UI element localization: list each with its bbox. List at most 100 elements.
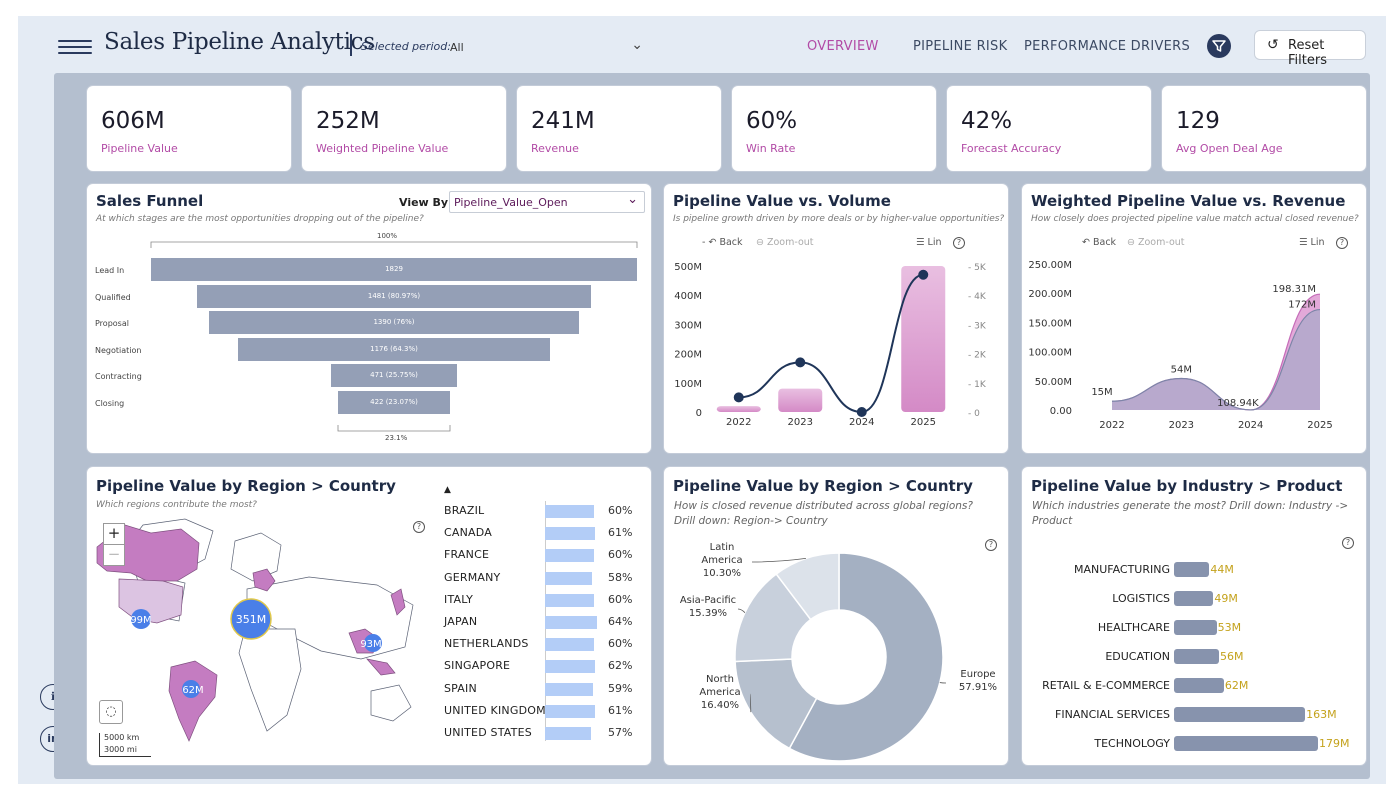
industry-label[interactable]: LOGISTICS xyxy=(1112,592,1170,605)
card-subtitle: At which stages are the most opportuniti… xyxy=(96,214,424,224)
industry-bar[interactable] xyxy=(1174,736,1318,751)
filter-button[interactable] xyxy=(1207,34,1231,58)
volume-bar[interactable] xyxy=(716,406,761,412)
back-button[interactable]: - ↶ Back xyxy=(702,237,743,248)
value-point[interactable] xyxy=(733,392,744,403)
help-icon[interactable]: ? xyxy=(1342,537,1354,549)
bubble-north-america-label: 99M xyxy=(130,615,151,626)
kpi-value: 252M xyxy=(316,108,380,134)
industry-value: 49M xyxy=(1214,592,1238,605)
industry-label[interactable]: HEALTHCARE xyxy=(1097,621,1170,634)
period-dropdown[interactable]: All ⌄ xyxy=(448,36,643,58)
industry-bar[interactable] xyxy=(1174,620,1217,635)
country-bar[interactable] xyxy=(545,727,592,740)
value-point[interactable] xyxy=(918,269,929,280)
kpi-forecast-accuracy: 42% Forecast Accuracy xyxy=(946,85,1152,172)
zoom-out-icon: ⊖ xyxy=(756,237,767,248)
help-icon[interactable]: ? xyxy=(413,521,425,533)
lasso-select-icon[interactable]: ◌ xyxy=(99,700,123,724)
industry-bar[interactable] xyxy=(1174,649,1220,664)
industry-bar[interactable] xyxy=(1174,591,1214,606)
back-button[interactable]: ↶ Back xyxy=(1082,237,1116,248)
help-icon[interactable]: ? xyxy=(1336,237,1348,249)
country-label[interactable]: GERMANY xyxy=(444,570,501,584)
donut-slice[interactable] xyxy=(788,552,944,762)
industry-label[interactable]: TECHNOLOGY xyxy=(1094,737,1170,750)
country-bar[interactable] xyxy=(545,660,596,674)
bubble-north-america[interactable] xyxy=(131,609,151,629)
industry-label[interactable]: EDUCATION xyxy=(1105,650,1170,663)
country-bar[interactable] xyxy=(545,571,593,585)
kpi-value: 42% xyxy=(961,108,1013,134)
country-bar[interactable] xyxy=(545,616,597,629)
tab-overview[interactable]: OVERVIEW xyxy=(807,39,879,54)
donut-leader-line xyxy=(749,693,752,713)
map-zoom-out-button[interactable]: − xyxy=(103,544,125,566)
donut-slice[interactable] xyxy=(775,552,840,621)
industry-bar[interactable] xyxy=(1174,678,1224,693)
value-point[interactable] xyxy=(795,357,806,368)
volume-bar[interactable] xyxy=(901,266,946,412)
country-label[interactable]: SINGAPORE xyxy=(444,659,511,673)
x-tick-label: 2025 xyxy=(911,417,936,428)
funnel-bar[interactable]: 1390 (76%) xyxy=(209,311,579,335)
industry-bar[interactable] xyxy=(1174,707,1306,722)
volume-bar[interactable] xyxy=(778,388,823,412)
industry-value: 62M xyxy=(1224,679,1249,692)
value-point[interactable] xyxy=(856,407,867,417)
bubble-latin-america[interactable] xyxy=(182,680,200,698)
lin-toggle[interactable]: ☰ Lin xyxy=(916,237,942,248)
funnel-bar[interactable]: 1176 (64.3%) xyxy=(237,337,551,361)
country-bar[interactable] xyxy=(545,505,594,518)
area-series-2[interactable] xyxy=(1112,309,1320,410)
country-label[interactable]: FRANCE xyxy=(444,548,490,562)
tab-performance-drivers[interactable]: PERFORMANCE DRIVERS xyxy=(1024,39,1191,54)
country-bar[interactable] xyxy=(545,638,594,652)
funnel-bar[interactable]: 1481 (80.97%) xyxy=(197,284,591,308)
filter-icon xyxy=(1212,40,1226,52)
country-label[interactable]: BRAZIL xyxy=(444,504,485,517)
funnel-bar[interactable]: 1829 xyxy=(151,258,637,281)
country-bar[interactable] xyxy=(545,593,594,607)
industry-label[interactable]: MANUFACTURING xyxy=(1073,563,1170,576)
menu-icon[interactable] xyxy=(58,40,92,54)
bubble-asia-pacific-label: 93M xyxy=(360,639,381,650)
donut-label: Latin xyxy=(710,542,735,553)
donut-label: Europe xyxy=(960,669,995,680)
tab-pipeline-risk[interactable]: PIPELINE RISK xyxy=(913,39,1008,54)
region-donut-chart[interactable]: Europe 57.91% North America 16.40% Asia-Pacif… xyxy=(664,527,1009,763)
help-icon[interactable]: ? xyxy=(953,237,965,249)
funnel-bar[interactable]: 471 (25.75%) xyxy=(331,364,457,388)
zoom-out-button[interactable]: ⊖ Zoom-out xyxy=(1127,237,1185,248)
country-label[interactable]: CANADA xyxy=(444,526,492,540)
help-icon[interactable]: ? xyxy=(985,539,997,551)
donut-label: 15.39% xyxy=(689,608,727,619)
card-subtitle: How is closed revenue distributed across… xyxy=(674,500,973,527)
country-bar[interactable] xyxy=(545,704,595,718)
country-bar[interactable] xyxy=(545,549,594,563)
country-label[interactable]: UNITED KINGDOM xyxy=(444,703,546,717)
bubble-asia-pacific[interactable] xyxy=(364,634,382,652)
industry-bar[interactable] xyxy=(1174,562,1210,577)
country-label[interactable]: SPAIN xyxy=(444,681,477,695)
world-map[interactable]: 351M 99M 62M 93M xyxy=(95,511,431,761)
sort-icon[interactable]: ▲ xyxy=(444,485,451,495)
reset-filters-button[interactable]: ↺ Reset Filters xyxy=(1254,30,1366,68)
industry-label[interactable]: FINANCIAL SERVICES xyxy=(1055,708,1170,721)
y-tick-label: 400M xyxy=(674,291,702,302)
industry-value: 53M xyxy=(1217,621,1242,634)
industry-label[interactable]: RETAIL & E-COMMERCE xyxy=(1042,679,1170,692)
bubble-europe[interactable] xyxy=(230,598,272,640)
lin-toggle[interactable]: ☰ Lin xyxy=(1299,237,1325,248)
zoom-out-button[interactable]: ⊖ Zoom-out xyxy=(756,237,814,248)
country-label[interactable]: ITALY xyxy=(444,592,474,606)
view-by-dropdown[interactable]: Pipeline_Value_Open ⌄ xyxy=(449,191,645,213)
country-label[interactable]: JAPAN xyxy=(444,615,478,628)
funnel-bar[interactable]: 422 (23.07%) xyxy=(337,391,451,414)
country-bar[interactable] xyxy=(545,682,593,696)
map-zoom-in-button[interactable]: + xyxy=(103,523,125,545)
country-label[interactable]: NETHERLANDS xyxy=(444,637,529,651)
scale-km: 5000 km xyxy=(104,733,140,742)
country-bar[interactable] xyxy=(545,527,595,541)
country-label[interactable]: UNITED STATES xyxy=(444,726,532,739)
